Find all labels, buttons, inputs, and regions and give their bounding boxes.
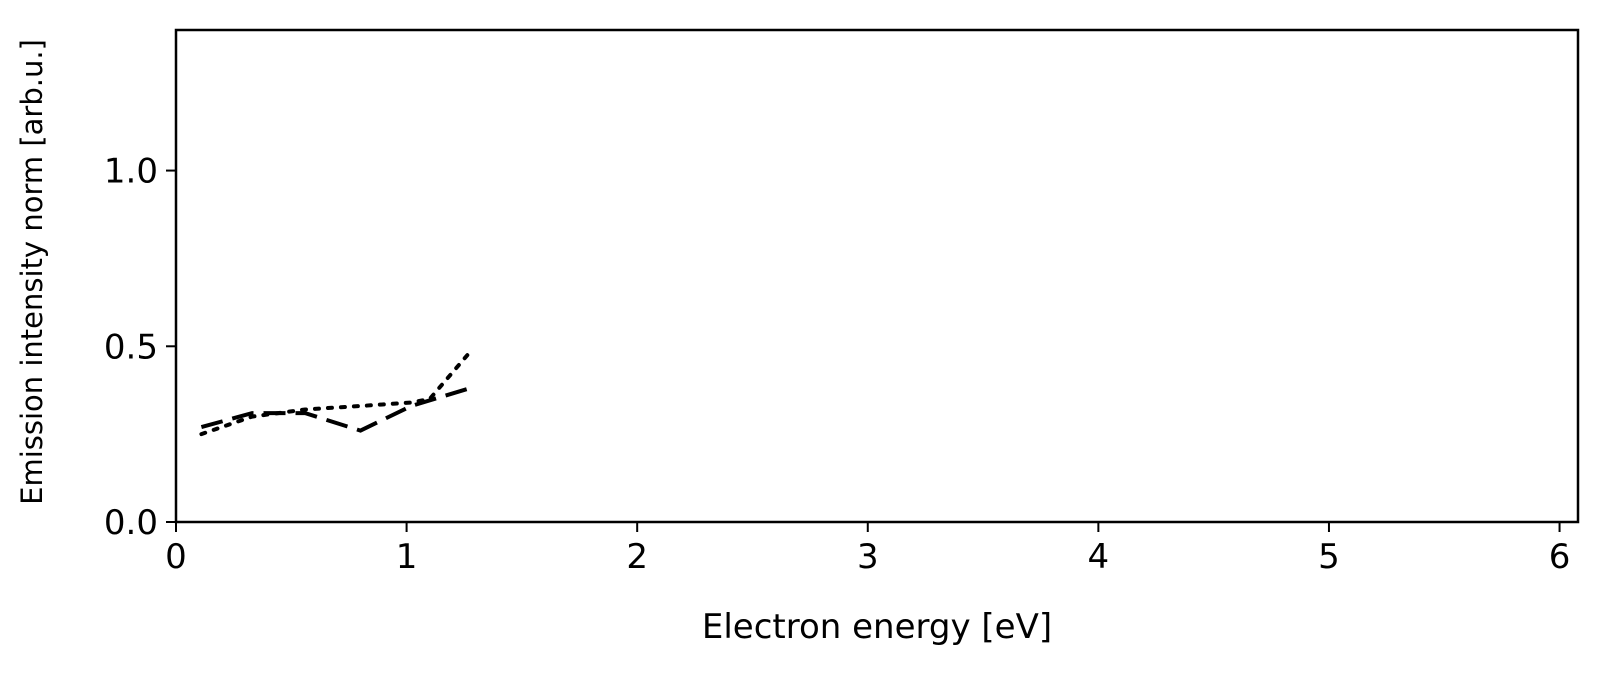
y-axis-label: Emission intensity norm [arb.u.] — [15, 39, 49, 505]
x-tick-label: 1 — [396, 537, 418, 577]
ticks-layer: 0 1 2 3 4 5 6 0.0 0.5 1.0 — [104, 152, 1570, 577]
x-tick-label: 4 — [1088, 537, 1110, 577]
y-tick-label: 0.5 — [104, 327, 158, 367]
series-line-dotted — [199, 351, 471, 437]
x-axis-label: Electron energy [eV] — [702, 607, 1052, 647]
y-tick-label: 0.0 — [104, 503, 158, 543]
x-tick-label: 2 — [626, 537, 648, 577]
x-tick-label: 5 — [1318, 537, 1340, 577]
x-tick-label: 3 — [857, 537, 879, 577]
x-tick-label: 0 — [165, 537, 187, 577]
x-tick-label: 6 — [1549, 537, 1571, 577]
plot-frame — [174, 28, 1580, 524]
y-tick-label: 1.0 — [104, 152, 158, 192]
series-layer — [199, 351, 471, 437]
series-line-dashed — [200, 386, 470, 433]
